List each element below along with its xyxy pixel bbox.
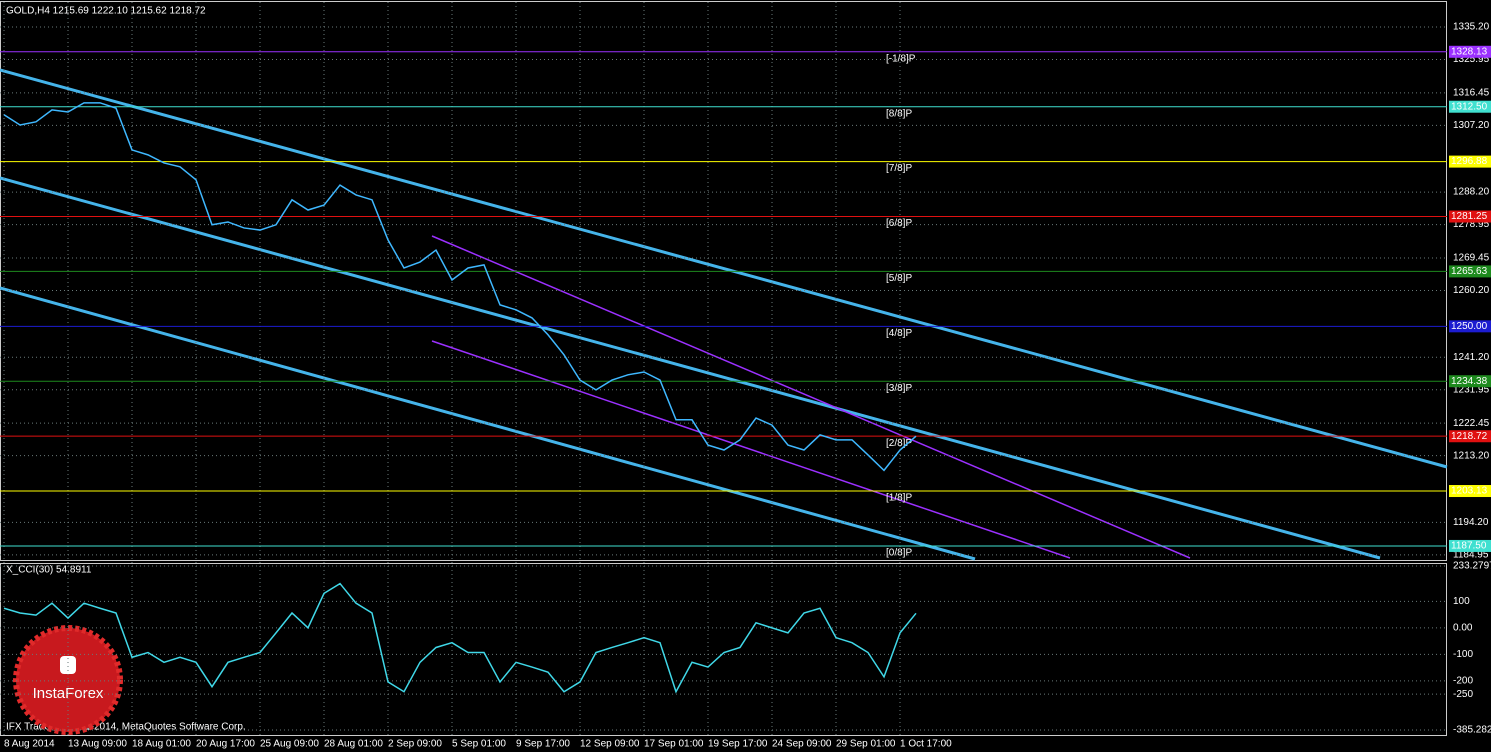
price-line <box>3 582 917 694</box>
channel-line <box>0 286 976 561</box>
logo-text: InstaForex <box>33 685 104 702</box>
y-tick-label: -385.2823 <box>1453 725 1491 736</box>
y-tick-label: 1278.95 <box>1453 219 1490 230</box>
x-tick-label: 29 Sep 01:00 <box>836 739 896 750</box>
y-tick-label: 1213.20 <box>1453 450 1490 461</box>
level-label: [3/8]P <box>886 383 912 394</box>
level-price-label: 1328.13 <box>1451 46 1488 57</box>
logo-badge <box>13 625 123 735</box>
level-price-box <box>1449 265 1491 278</box>
channel-line <box>0 68 1448 469</box>
y-tick-label: 1269.45 <box>1453 253 1490 264</box>
y-tick-label: 1325.95 <box>1453 54 1490 65</box>
y-tick-label: 1194.20 <box>1453 517 1489 528</box>
x-tick-label: 2 Sep 09:00 <box>388 739 442 750</box>
cci-panel <box>0 563 1447 736</box>
x-tick-label: 12 Sep 09:00 <box>580 739 640 750</box>
x-tick-label: 28 Aug 01:00 <box>324 739 383 750</box>
x-tick-label: 8 Aug 2014 <box>4 739 55 750</box>
level-label: [6/8]P <box>886 218 912 229</box>
level-price-label: 1203.13 <box>1451 486 1488 497</box>
level-price-label: 1234.38 <box>1451 376 1488 387</box>
main-panel <box>0 1 1447 561</box>
level-price-label: 1281.25 <box>1451 211 1488 222</box>
y-tick-label: 1222.45 <box>1453 418 1490 429</box>
level-price-box <box>1449 210 1491 223</box>
level-price-box <box>1449 155 1491 168</box>
y-tick-label: 1260.20 <box>1453 285 1490 296</box>
cci-title: X_CCI(30) 54.8911 <box>6 565 92 576</box>
channel-line <box>0 176 1381 560</box>
x-tick-label: 20 Aug 17:00 <box>196 739 255 750</box>
y-tick-label: 1184.95 <box>1453 550 1489 561</box>
x-tick-label: 19 Sep 17:00 <box>708 739 768 750</box>
level-price-label: 1250.00 <box>1451 321 1488 332</box>
channel-line <box>431 340 1071 559</box>
level-price-label: 1265.63 <box>1451 266 1488 277</box>
x-tick-label: 1 Oct 17:00 <box>900 739 952 750</box>
channel <box>0 68 1448 561</box>
y-tick-label: 1231.95 <box>1453 384 1490 395</box>
last-price-box <box>1449 430 1491 443</box>
y-tick-label: 233.2797 <box>1453 561 1491 572</box>
logo-icon-shape <box>60 656 76 674</box>
price-line <box>3 102 917 472</box>
level-price-box <box>1449 539 1491 552</box>
x-tick-label: 13 Aug 09:00 <box>68 739 127 750</box>
level-label: [8/8]P <box>886 108 912 119</box>
chart-title: GOLD,H4 1215.69 1222.10 1215.62 1218.72 <box>6 6 206 17</box>
level-label: [0/8]P <box>886 548 912 559</box>
y-tick-label: 1288.20 <box>1453 187 1490 198</box>
level-label: [2/8]P <box>886 438 912 449</box>
level-price-label: 1296.88 <box>1451 156 1488 167</box>
x-tick-label: 24 Sep 09:00 <box>772 739 832 750</box>
x-tick-label: 9 Sep 17:00 <box>516 739 570 750</box>
level-label: [1/8]P <box>886 493 912 504</box>
level-price-box <box>1449 375 1491 388</box>
level-label: [-1/8]P <box>886 53 916 64</box>
level-price-box <box>1449 485 1491 498</box>
y-tick-label: 100 <box>1453 596 1470 607</box>
level-label: [7/8]P <box>886 163 912 174</box>
y-tick-label: 0.00 <box>1453 622 1473 633</box>
y-tick-label: -250 <box>1453 689 1473 700</box>
level-price-box <box>1449 320 1491 333</box>
x-tick-label: 25 Aug 09:00 <box>260 739 319 750</box>
channel-line <box>431 235 1191 559</box>
y-tick-label: 1307.20 <box>1453 120 1490 131</box>
logo-icon <box>60 656 76 674</box>
channel-inner <box>431 235 1191 559</box>
level-price-box <box>1449 45 1491 58</box>
level-price-label: 1312.50 <box>1451 101 1488 112</box>
x-tick-label: 17 Sep 01:00 <box>644 739 704 750</box>
level-price-box <box>1449 100 1491 113</box>
level-label: [5/8]P <box>886 273 912 284</box>
y-tick-label: 1335.20 <box>1453 22 1490 33</box>
y-tick-label: 1241.20 <box>1453 352 1490 363</box>
y-tick-label: -200 <box>1453 676 1473 687</box>
x-tick-label: 18 Aug 01:00 <box>132 739 191 750</box>
y-tick-label: 1316.45 <box>1453 87 1490 98</box>
x-tick-label: 5 Sep 01:00 <box>452 739 506 750</box>
y-tick-label: -100 <box>1453 649 1473 660</box>
level-price-label: 1187.50 <box>1451 541 1487 552</box>
last-price-label: 1218.72 <box>1451 431 1488 442</box>
level-label: [4/8]P <box>886 328 912 339</box>
footer: IFX Trader, © 2001-2014, MetaQuotes Soft… <box>6 722 246 733</box>
